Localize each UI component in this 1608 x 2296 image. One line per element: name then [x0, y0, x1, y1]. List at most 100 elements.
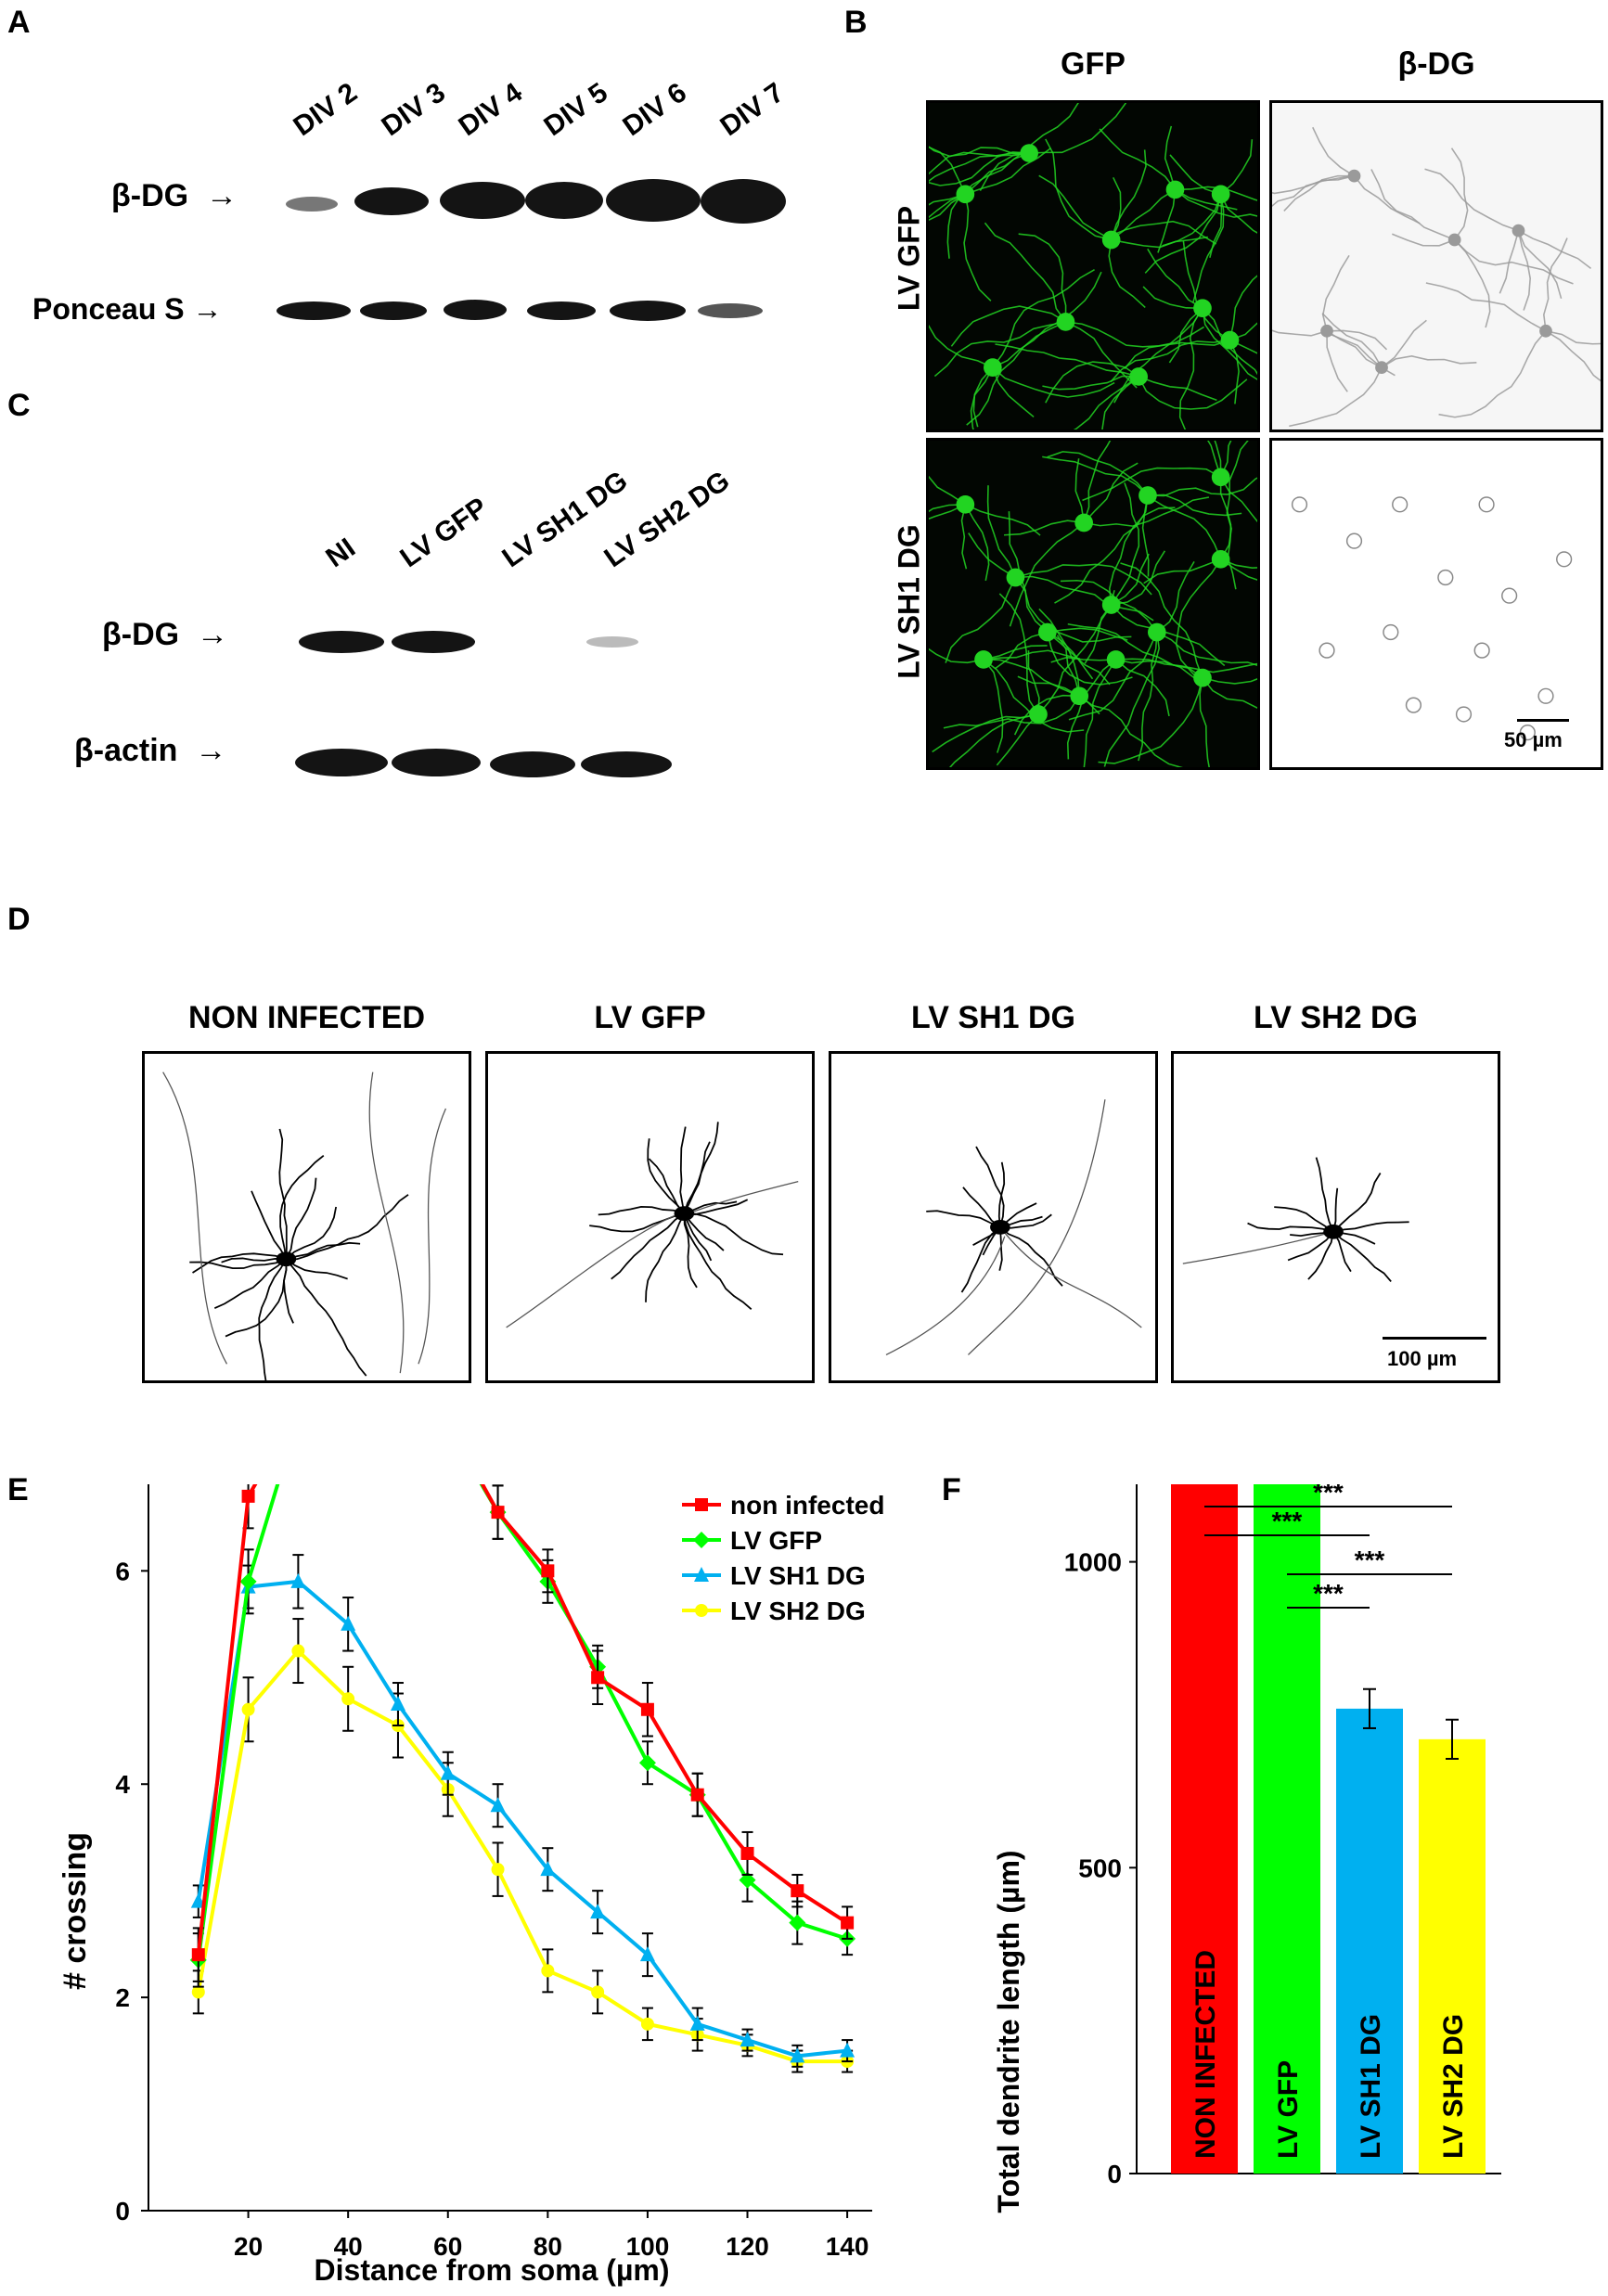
dendrite — [589, 1212, 685, 1233]
dendrite — [1111, 220, 1217, 245]
soma — [1211, 185, 1230, 204]
dendrite — [1138, 632, 1158, 762]
dendrite — [1083, 462, 1138, 524]
dendrite — [1220, 139, 1254, 195]
panel-letter-b: B — [844, 5, 868, 40]
soma — [1006, 568, 1025, 587]
dendrite — [1066, 659, 1117, 760]
arrow-icon: → — [195, 733, 227, 768]
dendrite — [1111, 604, 1226, 667]
dendrite — [960, 1226, 1001, 1293]
dendrite — [992, 366, 1115, 398]
soma — [1193, 668, 1212, 687]
dendrite — [950, 305, 1066, 347]
dendrite — [929, 151, 1030, 175]
soma — [276, 1251, 297, 1267]
dendrite — [986, 485, 1017, 578]
dendrite — [1110, 149, 1147, 240]
y-tick-label: 1000 — [1064, 1548, 1122, 1577]
dendrite — [1111, 553, 1150, 606]
blot-band — [440, 182, 525, 219]
dendrite — [929, 146, 1030, 158]
dendrite — [1082, 467, 1222, 502]
dendrite — [1178, 307, 1203, 430]
significance-label: *** — [1355, 1546, 1385, 1574]
data-point — [491, 1863, 505, 1877]
dendrite — [1499, 230, 1520, 294]
dendrite — [983, 659, 1004, 753]
soma — [1101, 230, 1121, 250]
dendrite — [1108, 239, 1146, 309]
dendrite — [998, 1226, 1003, 1271]
dendrite — [929, 146, 967, 195]
dendrite — [929, 504, 966, 513]
bar — [1254, 1484, 1320, 2174]
data-point — [690, 1788, 704, 1802]
neuron-tracing-lv-sh2: 100 µm — [1171, 1051, 1500, 1383]
significance-label: *** — [1272, 1507, 1303, 1535]
bar-category-label: LV SH2 DG — [1438, 2014, 1469, 2159]
dendrite — [1120, 562, 1203, 678]
dendrite — [929, 152, 1030, 183]
dendrite — [283, 1259, 294, 1324]
soma — [1291, 496, 1308, 513]
y-tick-label: 0 — [1107, 2160, 1122, 2188]
x-tick-label: 140 — [826, 2232, 869, 2261]
blot-band — [354, 187, 429, 215]
dendrite — [945, 577, 1017, 663]
dendrite — [278, 1128, 288, 1260]
blot-band — [286, 197, 338, 212]
dendrite — [1326, 330, 1396, 377]
dendrite — [983, 659, 1085, 733]
dendrite — [949, 713, 1039, 767]
soma — [1383, 623, 1399, 641]
dendrite — [285, 1258, 367, 1377]
dendrite — [683, 1212, 753, 1310]
dendrite — [1220, 558, 1257, 569]
dendrite — [1289, 366, 1383, 428]
soma — [1020, 144, 1039, 162]
dendrite — [1138, 376, 1248, 410]
lane-label-div7: DIV 7 — [714, 77, 790, 143]
data-point — [241, 1489, 255, 1503]
soma — [984, 358, 1002, 377]
y-tick-label: 4 — [115, 1770, 130, 1799]
dendrite — [1545, 330, 1601, 345]
lane-label-div2: DIV 2 — [288, 77, 363, 143]
soma — [1320, 324, 1333, 338]
dendrite — [1229, 339, 1257, 354]
dendrite — [1219, 476, 1257, 523]
dendrite — [221, 1257, 287, 1263]
data-point — [789, 1914, 806, 1931]
dendrite — [1182, 240, 1230, 341]
soma — [1519, 725, 1536, 741]
blot-band — [392, 631, 475, 653]
lane-label-div3: DIV 3 — [376, 77, 451, 143]
dendrite — [1108, 507, 1176, 606]
dendrite — [679, 1126, 687, 1214]
soma — [1512, 224, 1525, 237]
neuron-tracing-lv-sh1 — [829, 1051, 1158, 1383]
blot-band — [444, 300, 507, 320]
data-point — [191, 1985, 205, 1999]
dendrite — [996, 713, 1039, 766]
y-tick-label: 2 — [115, 1983, 130, 2012]
soma — [1056, 313, 1075, 331]
dendrite — [1050, 656, 1116, 663]
axon — [999, 1226, 1142, 1328]
y-tick-label: 500 — [1078, 1853, 1122, 1882]
dendrite — [1175, 558, 1222, 685]
dendrite — [1543, 237, 1568, 331]
data-point — [540, 1861, 556, 1877]
dendrite — [929, 193, 966, 219]
dendrite — [647, 1138, 686, 1214]
data-point — [840, 2042, 855, 2058]
dendrite — [1425, 282, 1547, 332]
soma — [1347, 169, 1361, 183]
soma — [1473, 642, 1490, 659]
dendrite — [1518, 229, 1592, 269]
data-point — [291, 1644, 305, 1658]
dendrite — [929, 504, 966, 520]
soma — [1029, 705, 1048, 724]
soma — [1220, 330, 1240, 350]
